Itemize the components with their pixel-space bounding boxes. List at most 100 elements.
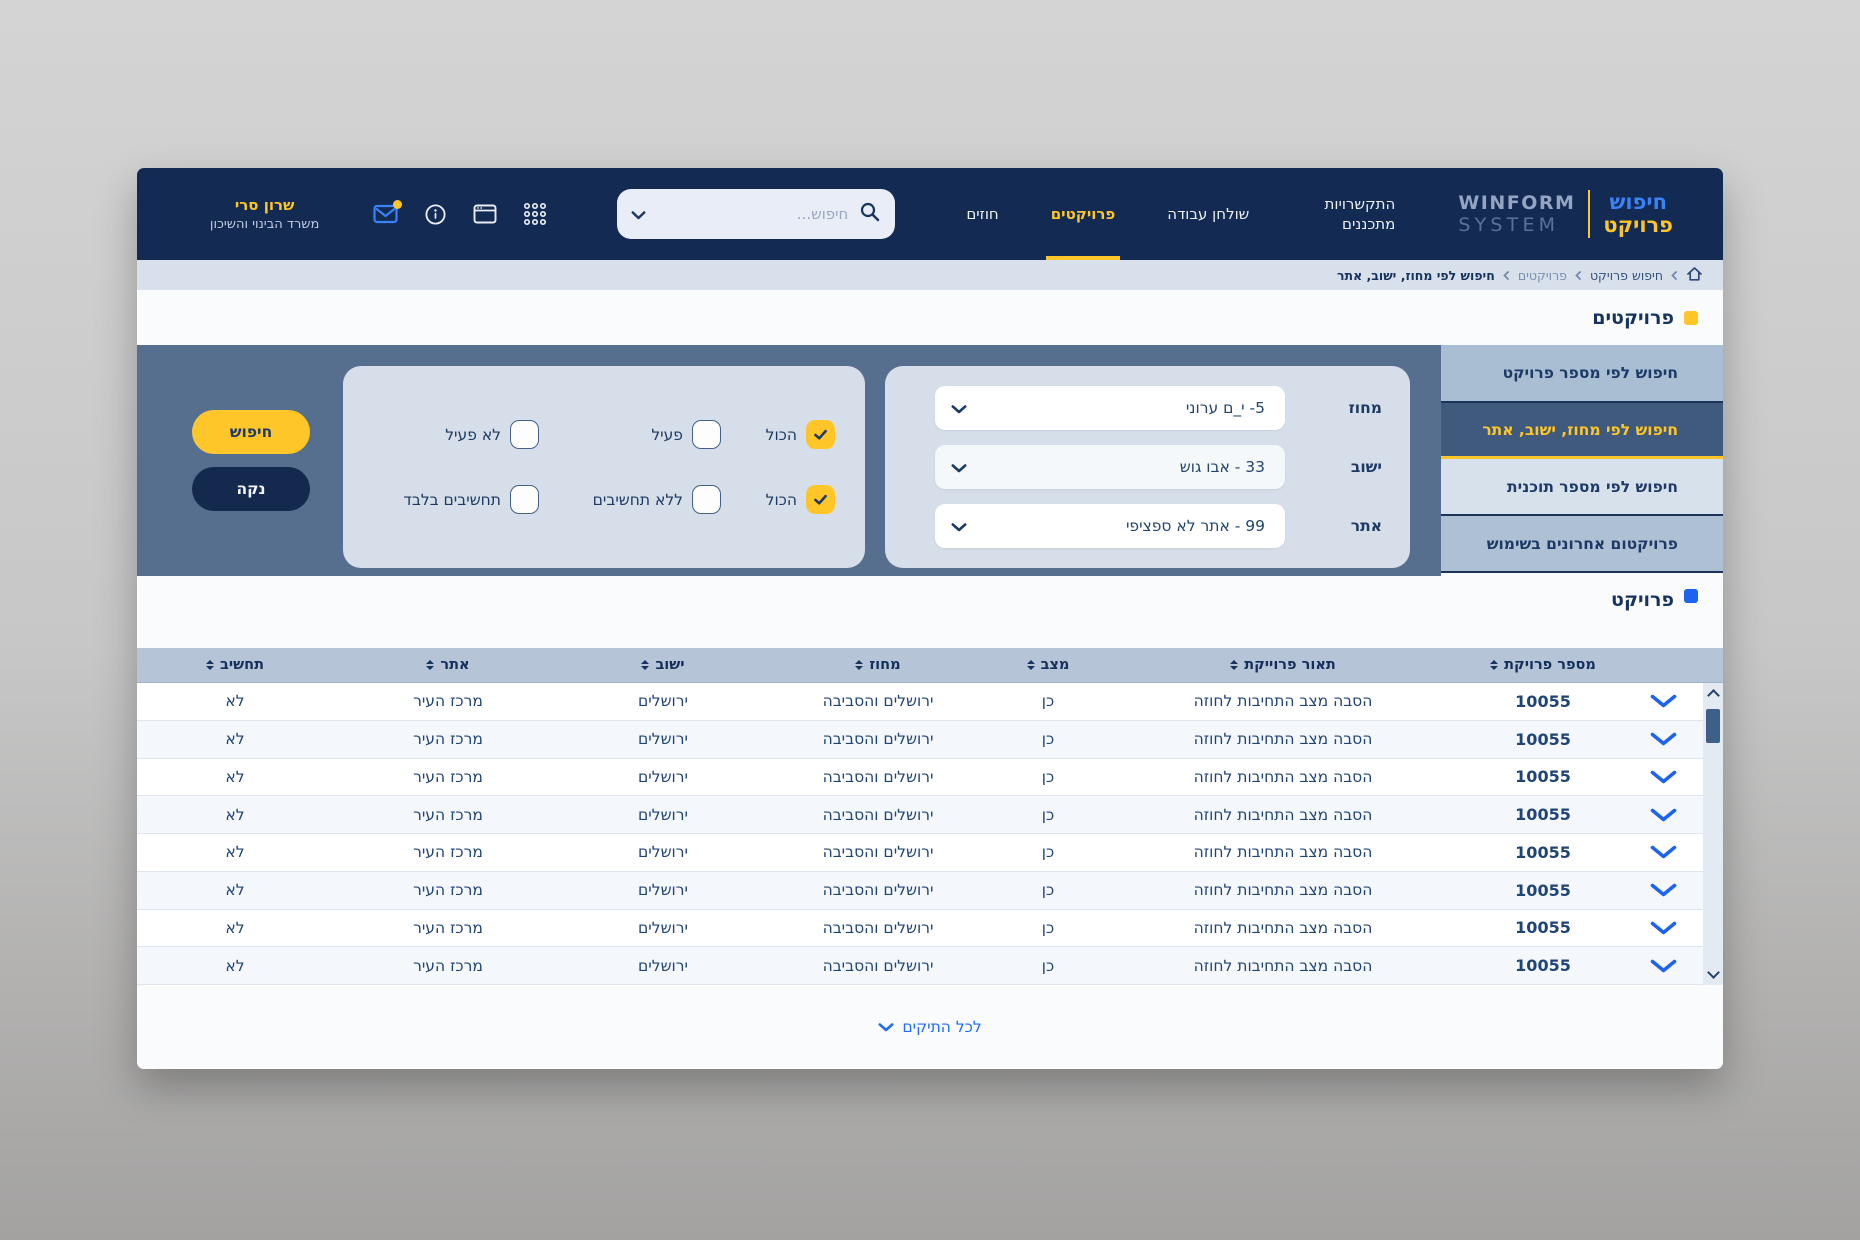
app-logo[interactable]: חיפוש פרויקט WINFORM SYSTEM [1458,190,1673,238]
row-expander[interactable] [1623,845,1703,859]
cell-settlement: ירושלים [638,730,688,749]
home-icon[interactable] [1686,266,1703,285]
settlement-select[interactable]: 33 - אבו גוש [935,445,1285,489]
row-expander[interactable] [1623,732,1703,746]
column-header-calculation[interactable]: תחשיב [137,657,333,673]
checkbox-inactive[interactable]: לא פעיל [373,420,539,449]
table-row[interactable]: 10055 הסבה מצב התחיבות לחוזה כן ירושלים … [137,683,1723,721]
clear-button[interactable]: נקה [192,467,310,511]
cell-project-number: 10055 [1515,842,1571,862]
checkbox-calc-all[interactable]: הכול [721,485,835,514]
tab-recently-used-projects[interactable]: פרויקטום אחרונים בשימוש [1441,516,1723,573]
scrollbar-thumb[interactable] [1706,709,1720,743]
search-input[interactable] [655,204,851,224]
cell-project-description: הסבה מצב התחיבות לחוזה [1193,918,1373,937]
brand-line1: WINFORM [1458,191,1576,214]
app-window: חיפוש פרויקט WINFORM SYSTEM התקשרויות מת… [137,168,1723,1069]
checkbox-status-all[interactable]: הכול [721,420,835,449]
app-header: חיפוש פרויקט WINFORM SYSTEM התקשרויות מת… [137,168,1723,260]
logo-hebrew-title: חיפוש פרויקט [1603,191,1673,236]
settlement-filter-row: ישוב 33 - אבו גוש [913,445,1382,489]
checkbox-calculations-only[interactable]: תחשיבים בלבד [373,485,539,514]
global-search[interactable] [617,189,896,239]
cell-district: ירושלים והסביבה [822,881,934,900]
site-label: אתר [1350,517,1382,535]
cell-status: כן [1041,805,1055,824]
scroll-down-icon[interactable] [1707,966,1720,979]
column-header-site[interactable]: אתר [333,657,563,673]
sort-icon [641,659,650,671]
table-row[interactable]: 10055 הסבה מצב התחיבות לחוזה כן ירושלים … [137,796,1723,834]
logo-title-line2: פרויקט [1603,213,1673,237]
row-expander[interactable] [1623,808,1703,822]
user-info[interactable]: שרון סרי משרד הבינוי והשיכון [210,196,319,232]
search-button[interactable]: חיפוש [192,410,310,454]
chevron-down-icon [951,517,967,536]
cell-district: ירושלים והסביבה [822,918,934,937]
column-header-project-number[interactable]: מספר פרויקת [1463,657,1623,673]
site-filter-row: אתר 99 - אתר לא ספציפי [913,504,1382,548]
site-select[interactable]: 99 - אתר לא ספציפי [935,504,1285,548]
search-tabs-sidebar: חיפוש לפי מספר פרויקט חיפוש לפי מחוז, יש… [1441,345,1723,576]
cell-project-description: הסבה מצב התחיבות לחוזה [1193,805,1373,824]
table-row[interactable]: 10055 הסבה מצב התחיבות לחוזה כן ירושלים … [137,947,1723,985]
breadcrumb-separator-icon [1671,270,1678,281]
checkbox-without-calculations[interactable]: ללא תחשיבים [539,485,721,514]
cell-calculation: לא [225,843,245,862]
tab-search-by-project-number[interactable]: חיפוש לפי מספר פרויקט [1441,345,1723,403]
column-header-settlement[interactable]: ישוב [563,657,763,673]
dropdown-panel: מחוז 5- י_ם ערוני ישוב 33 - אבו גוש [885,366,1410,568]
cell-status: כן [1041,956,1055,975]
chevron-down-icon [1650,808,1676,821]
table-row[interactable]: 10055 הסבה מצב התחיבות לחוזה כן ירושלים … [137,720,1723,759]
nav-item-contracts[interactable]: חוזים [966,205,999,223]
nav-item-desktop[interactable]: שולחן עבודה [1167,205,1250,223]
info-icon[interactable] [424,203,447,226]
scroll-up-icon[interactable] [1707,689,1720,702]
table-scrollbar[interactable] [1703,683,1723,985]
calculation-checkbox-row: הכול ללא תחשיבים תחשיבים בלבד [373,485,835,514]
search-scope-chevron-down-icon[interactable] [631,205,646,224]
column-header-status[interactable]: מצב [993,657,1103,673]
show-all-files-link[interactable]: לכל התיקים [878,1018,982,1036]
cell-project-description: הסבה מצב התחיבות לחוזה [1193,767,1373,786]
column-header-project-description[interactable]: תאור פרוייקת [1103,657,1463,673]
breadcrumb-item-projects[interactable]: פרויקטים [1517,267,1567,283]
chevron-down-icon [1650,695,1676,708]
row-expander[interactable] [1623,921,1703,935]
chevron-down-icon [1650,732,1676,746]
cell-project-number: 10055 [1515,880,1571,900]
row-expander[interactable] [1623,694,1703,708]
cell-settlement: ירושלים [638,918,688,937]
table-row[interactable]: 10055 הסבה מצב התחיבות לחוזה כן ירושלים … [137,834,1723,872]
row-expander[interactable] [1623,959,1703,973]
row-expander[interactable] [1623,883,1703,897]
cell-status: כן [1041,918,1055,937]
apps-grid-icon[interactable] [523,202,547,226]
column-header-district[interactable]: מחוז [763,657,993,673]
chevron-down-icon [878,1018,894,1036]
cell-calculation: לא [225,692,245,711]
district-select[interactable]: 5- י_ם ערוני [935,386,1285,430]
nav-item-planner-engagements[interactable]: התקשרויות מתכננים [1324,194,1396,233]
table-row[interactable]: 10055 הסבה מצב התחיבות לחוזה כן ירושלים … [137,758,1723,797]
cell-project-description: הסבה מצב התחיבות לחוזה [1193,843,1373,862]
settlement-label: ישוב [1350,458,1382,476]
tab-search-by-district-settlement-site[interactable]: חיפוש לפי מחוז, ישוב, אתר [1441,403,1723,459]
cell-project-number: 10055 [1515,691,1571,711]
nav-item-projects[interactable]: פרויקטים [1045,168,1121,260]
checkbox-active[interactable]: פעיל [539,420,721,449]
mail-icon[interactable] [373,200,403,224]
sort-icon [1490,659,1499,671]
table-row[interactable]: 10055 הסבה מצב התחיבות לחוזה כן ירושלים … [137,909,1723,948]
district-filter-row: מחוז 5- י_ם ערוני [913,386,1382,430]
cell-site: מרכז העיר [413,843,483,862]
tab-search-by-plan-number[interactable]: חיפוש לפי מספר תוכנית [1441,459,1723,516]
row-expander[interactable] [1623,770,1703,784]
cell-calculation: לא [225,730,245,749]
table-row[interactable]: 10055 הסבה מצב התחיבות לחוזה כן ירושלים … [137,871,1723,910]
window-icon[interactable] [473,204,497,224]
chevron-down-icon [951,399,967,418]
breadcrumb-item-project-search[interactable]: חיפוש פרויקט [1589,267,1663,283]
